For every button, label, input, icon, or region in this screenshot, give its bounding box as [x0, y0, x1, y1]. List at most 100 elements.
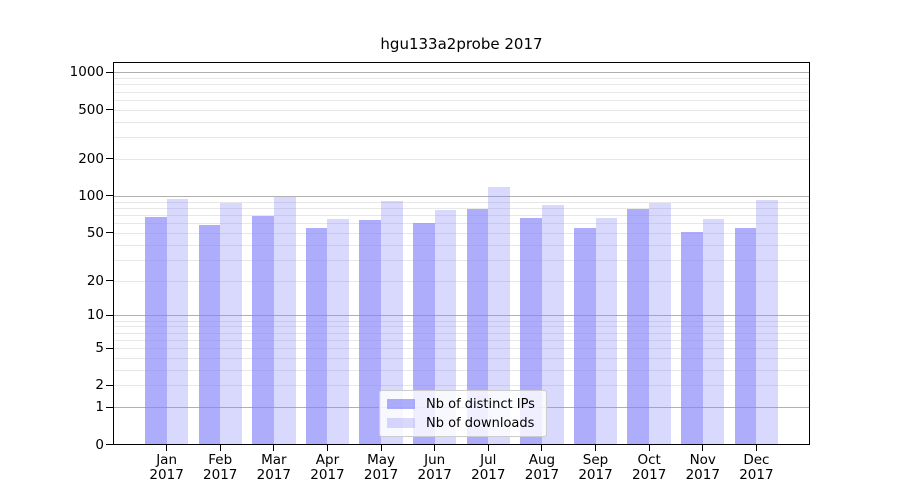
bar-distinct-ips-feb: [198, 224, 221, 445]
bar-downloads-may: [381, 200, 403, 445]
bar-distinct-ips-jan: [144, 217, 167, 445]
x-tick-mark-oct: [648, 445, 650, 451]
bar-distinct-ips-may: [359, 219, 382, 445]
bar-downloads-mar: [273, 197, 296, 445]
x-tick-mark-jun: [434, 445, 436, 451]
gridline-minor-50: [114, 232, 809, 234]
bar-distinct-ips-sep: [573, 227, 596, 445]
y-tick-label-10: 10: [86, 307, 104, 324]
gridline-minor-400: [114, 121, 809, 123]
y-tick-mark-1000: [106, 71, 113, 73]
x-tick-mark-dec: [755, 445, 757, 451]
x-tick-label-oct: Oct 2017: [631, 451, 667, 483]
bar-downloads-feb: [220, 202, 242, 445]
chart-title: hgu133a2probe 2017: [380, 35, 543, 53]
gridline-minor-600: [114, 99, 809, 101]
legend-entry-distinct-ips: Nb of distinct IPs: [387, 396, 539, 412]
bar-distinct-ips-dec: [734, 227, 757, 445]
y-tick-mark-10: [106, 314, 113, 316]
gridline-minor-90: [114, 201, 809, 203]
x-tick-label-mar: Mar 2017: [256, 451, 292, 483]
bar-distinct-ips-jun: [412, 223, 435, 445]
x-tick-mark-feb: [219, 445, 221, 451]
gridline-major-10: [114, 315, 809, 317]
bar-downloads-jul: [488, 187, 510, 445]
y-tick-mark-100: [106, 195, 113, 197]
bar-downloads-dec: [756, 199, 779, 445]
y-tick-mark-5: [106, 347, 113, 349]
y-tick-mark-200: [106, 158, 113, 160]
gridline-minor-70: [114, 214, 809, 216]
legend-label-distinct-ips: Nb of distinct IPs: [426, 396, 535, 412]
gridline-minor-500: [114, 109, 809, 111]
gridline-major-1000: [114, 72, 809, 74]
x-tick-label-sep: Sep 2017: [578, 451, 613, 483]
y-tick-label-50: 50: [86, 224, 104, 241]
gridline-minor-80: [114, 207, 809, 209]
x-tick-mark-apr: [326, 445, 328, 451]
legend-label-downloads: Nb of downloads: [426, 415, 535, 431]
y-tick-mark-500: [106, 109, 113, 111]
bar-downloads-jan: [166, 198, 189, 445]
gridline-minor-3: [114, 369, 809, 371]
gridline-minor-20: [114, 280, 809, 282]
x-tick-label-jul: Jul 2017: [471, 451, 506, 483]
y-tick-mark-2: [106, 384, 113, 386]
legend-swatch-downloads-icon: [387, 418, 415, 428]
legend-swatch-distinct-ips-icon: [387, 399, 415, 409]
legend: Nb of distinct IPs Nb of downloads: [379, 390, 547, 437]
gridline-minor-300: [114, 137, 809, 139]
gridline-major-100: [114, 195, 809, 197]
x-tick-label-feb: Feb 2017: [203, 451, 238, 483]
legend-entry-downloads: Nb of downloads: [387, 415, 539, 431]
bar-downloads-oct: [649, 203, 671, 445]
bar-downloads-sep: [595, 218, 618, 445]
y-tick-label-1000: 1000: [69, 64, 104, 81]
bar-distinct-ips-nov: [681, 231, 703, 445]
bar-distinct-ips-aug: [520, 218, 542, 445]
x-tick-label-jan: Jan 2017: [149, 451, 184, 483]
x-tick-mark-may: [380, 445, 382, 451]
x-tick-mark-sep: [595, 445, 597, 451]
y-tick-label-20: 20: [86, 272, 104, 289]
gridline-minor-900: [114, 78, 809, 80]
y-tick-mark-1: [106, 406, 113, 408]
gridline-minor-200: [114, 158, 809, 160]
gridline-minor-5: [114, 348, 809, 349]
x-tick-mark-nov: [702, 445, 704, 451]
bar-downloads-jun: [434, 209, 457, 445]
bar-distinct-ips-apr: [305, 227, 328, 445]
gridline-minor-40: [114, 244, 809, 246]
bar-downloads-nov: [702, 218, 725, 445]
y-tick-mark-50: [106, 232, 113, 234]
gridline-minor-9: [114, 320, 809, 322]
x-tick-mark-aug: [541, 445, 543, 451]
x-tick-label-may: May 2017: [363, 451, 399, 483]
x-tick-mark-jan: [166, 445, 168, 451]
y-tick-mark-20: [106, 280, 113, 282]
gridline-minor-60: [114, 223, 809, 225]
gridline-minor-4: [114, 357, 809, 359]
x-tick-label-dec: Dec 2017: [739, 451, 774, 483]
gridline-minor-6: [114, 339, 809, 341]
y-tick-label-0: 0: [95, 436, 104, 453]
x-tick-mark-mar: [273, 445, 275, 451]
y-tick-label-100: 100: [78, 187, 104, 204]
bar-distinct-ips-oct: [627, 209, 650, 445]
x-tick-label-aug: Aug 2017: [524, 451, 560, 483]
x-tick-label-apr: Apr 2017: [310, 451, 345, 483]
bar-downloads-aug: [541, 204, 564, 445]
y-tick-label-1: 1: [95, 399, 104, 416]
y-tick-label-2: 2: [95, 377, 104, 394]
x-tick-mark-jul: [487, 445, 489, 451]
y-tick-label-200: 200: [78, 150, 104, 167]
y-tick-label-500: 500: [78, 101, 104, 118]
gridline-minor-2: [114, 385, 809, 387]
x-tick-label-jun: Jun 2017: [417, 451, 452, 483]
gridline-minor-7: [114, 332, 809, 334]
x-tick-label-nov: Nov 2017: [685, 451, 720, 483]
gridline-minor-800: [114, 84, 809, 86]
bar-downloads-apr: [327, 218, 350, 445]
bar-distinct-ips-jul: [466, 208, 489, 445]
